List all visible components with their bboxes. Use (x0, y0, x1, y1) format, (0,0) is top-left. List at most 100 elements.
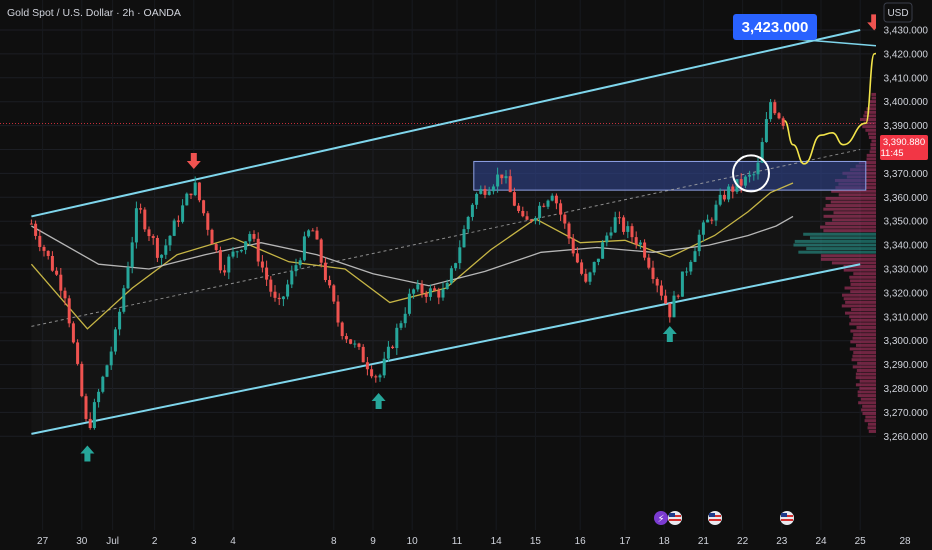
candle-body (244, 241, 248, 250)
candle-body (353, 343, 357, 345)
candle-body (781, 118, 785, 126)
volume-profile-bar (803, 232, 876, 236)
up-arrow-icon (371, 392, 386, 409)
candle-body (718, 194, 722, 205)
candle-body (559, 203, 563, 215)
candle-body (374, 376, 378, 378)
candle-body (517, 205, 521, 211)
flash-event-icon[interactable] (654, 511, 668, 525)
volume-profile-bar (862, 404, 876, 408)
candle-body (130, 242, 134, 268)
volume-profile-bar (806, 247, 876, 251)
candle-body (563, 214, 567, 224)
candle-body (462, 229, 466, 248)
volume-profile-bar (851, 358, 876, 362)
candle-body (340, 322, 344, 337)
candle-body (475, 193, 479, 205)
time-tick-label: 16 (575, 536, 587, 547)
time-axis[interactable] (0, 530, 932, 550)
volume-profile-bar (867, 422, 876, 426)
candle-body (118, 311, 122, 330)
candle-body (38, 235, 42, 247)
candle-body (139, 208, 143, 210)
resistance-zone (473, 160, 867, 191)
event-icons: ⚡ (654, 511, 794, 525)
candle-body (546, 200, 550, 207)
candle-body (88, 418, 92, 428)
candle-body (773, 102, 777, 114)
volume-profile-bar (849, 347, 876, 351)
candle-body (777, 113, 781, 119)
time-tick-label: 2 (152, 536, 158, 547)
candle-body (46, 250, 50, 256)
candle-body (680, 271, 684, 297)
candle-body (609, 232, 613, 236)
candle-body (731, 186, 735, 192)
volume-profile-bar (841, 304, 876, 308)
current-price-badge: 3,390.880 11:45 (880, 135, 928, 160)
breakout-circle (732, 154, 770, 193)
time-tick-label: 14 (491, 536, 503, 547)
volume-profile-bar (866, 153, 876, 157)
candle-body (134, 208, 138, 243)
currency-button[interactable] (883, 2, 913, 23)
candle-body (403, 313, 407, 324)
candle-body (630, 226, 634, 238)
currency-label: USD (887, 8, 908, 19)
volume-profile-bar (850, 329, 876, 333)
volume-profile-bar (850, 279, 876, 283)
volume-profile-bar (831, 261, 876, 265)
candle-body (647, 257, 651, 268)
candle-body (605, 235, 609, 243)
candle-body (748, 174, 752, 177)
candle-body (239, 249, 243, 252)
candle-body (433, 288, 437, 291)
volume-profile-bar (850, 282, 876, 286)
volume-profile-bar (868, 429, 876, 433)
candle-body (307, 230, 311, 237)
candle-body (613, 217, 617, 233)
candle-body (256, 238, 260, 262)
time-tick-label: 11 (452, 536, 463, 547)
time-tick-label: 24 (815, 536, 827, 547)
volume-profile-bar (861, 408, 876, 412)
candles (29, 98, 785, 430)
candle-body (764, 119, 768, 143)
price-tick-label: 3,370.000 (884, 169, 929, 180)
candle-body (59, 274, 63, 291)
time-tick-label: 9 (370, 536, 376, 547)
candle-body (67, 298, 71, 324)
target-price-badge[interactable]: 3,423.000 (733, 14, 817, 40)
candle-body (277, 297, 281, 300)
price-scale[interactable] (876, 0, 932, 530)
volume-profile-bar (853, 351, 876, 355)
candle-body (651, 267, 655, 279)
volume-profile-bar (853, 272, 876, 276)
candle-body (235, 251, 239, 253)
candle-body (214, 244, 218, 251)
candle-body (466, 216, 470, 230)
price-axis-labels: 3,430.000 3,420.000 3,410.000 3,400.000 3,39… (884, 26, 929, 443)
candle-body (97, 391, 101, 403)
volume-profile-bar (842, 293, 876, 297)
time-tick-label: 18 (659, 536, 671, 547)
candle-body (617, 217, 621, 219)
price-tick-label: 3,320.000 (884, 288, 929, 299)
candle-body (185, 193, 189, 206)
candle-body (143, 209, 147, 230)
volume-profile-bar (857, 394, 876, 398)
candle-body (193, 182, 197, 196)
candle-body (428, 288, 432, 297)
candle-body (122, 288, 126, 312)
candle-body (92, 402, 96, 428)
candle-body (273, 291, 277, 298)
volume-profile-bar (860, 397, 876, 401)
volume-profile-bar (862, 125, 876, 129)
candle-body (370, 369, 374, 377)
candle-body (752, 174, 756, 176)
candle-body (80, 363, 84, 397)
time-tick-label: 8 (331, 536, 337, 547)
candle-body (437, 290, 441, 298)
